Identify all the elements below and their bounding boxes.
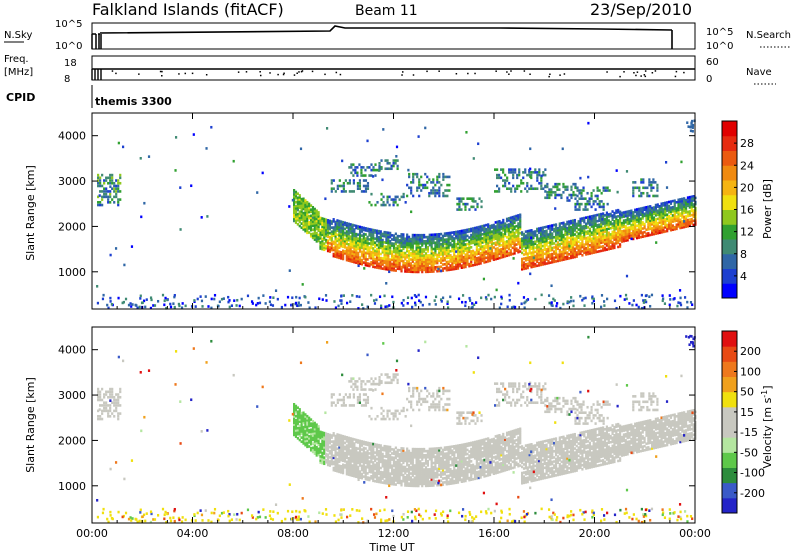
freq-label-1: Freq. <box>4 54 29 65</box>
x-tick-label: 12:00 <box>378 527 410 540</box>
colorbar-tick-label: -15 <box>740 426 758 439</box>
colorbar-swatch <box>722 180 737 196</box>
velocity-colorbar-label: Velocity [m s-1] <box>760 385 774 468</box>
power-ylabel: Slant Range [km] <box>24 165 37 261</box>
power-colorbar-label: Power [dB] <box>761 179 774 239</box>
colorbar-swatch <box>722 331 737 347</box>
x-tick-label: 00:00 <box>76 527 108 540</box>
colorbar-swatch <box>722 194 737 210</box>
colorbar-swatch <box>722 224 737 240</box>
nave-tick-top: 60 <box>706 57 719 68</box>
colorbar-swatch <box>722 239 737 255</box>
x-tick-label: 20:00 <box>579 527 611 540</box>
colorbar-tick-label: 15 <box>740 406 754 419</box>
nsearch-tick-top: 10^5 <box>706 27 733 38</box>
freq-label-2: [MHz] <box>4 67 33 78</box>
colorbar-tick-label: 28 <box>740 137 754 150</box>
freq-tick-top: 18 <box>64 58 77 69</box>
freq-panel: Freq. [MHz] 18 8 60 0 Nave <box>4 54 776 85</box>
colorbar-swatch <box>722 452 737 468</box>
colorbar-swatch <box>722 467 737 484</box>
colorbar-swatch <box>722 165 737 181</box>
colorbar-swatch <box>722 135 737 151</box>
nsearch-tick-bottom: 10^0 <box>706 41 733 52</box>
velocity-colorbar: 200 100 50 15 -15 -50 -100 -200 <box>721 330 765 514</box>
freq-tick-bottom: 8 <box>64 74 70 85</box>
y-tick-label: 4000 <box>58 130 86 143</box>
y-tick-label: 1000 <box>58 266 86 279</box>
nsearch-label: N.Search <box>746 30 791 41</box>
power-scatter-cells <box>96 119 697 310</box>
colorbar-swatch <box>722 482 737 499</box>
date-label: 23/Sep/2010 <box>590 0 692 19</box>
power-colorbar: 28 24 20 16 12 8 4 <box>721 120 754 299</box>
beam-label: Beam 11 <box>355 3 418 19</box>
y-tick-label: 3000 <box>58 175 86 188</box>
colorbar-swatch <box>722 346 737 362</box>
nsky-label: N.Sky <box>4 30 32 41</box>
colorbar-tick-label: 200 <box>740 345 761 358</box>
velocity-ylabel: Slant Range [km] <box>24 377 37 473</box>
x-axis-title: Time UT <box>368 541 414 554</box>
cpid-label: CPID <box>6 91 35 104</box>
colorbar-swatch <box>722 283 737 299</box>
colorbar-swatch <box>722 406 737 423</box>
colorbar-tick-label: -100 <box>740 467 765 480</box>
colorbar-tick-label: -50 <box>740 446 758 459</box>
y-tick-label: 2000 <box>58 220 86 233</box>
colorbar-tick-label: 24 <box>740 159 754 172</box>
colorbar-tick-label: 16 <box>740 204 754 217</box>
colorbar-tick-label: 100 <box>740 365 761 378</box>
velocity-panel: 1000 2000 3000 4000 Slant Range [km] <box>24 326 697 524</box>
colorbar-swatch <box>722 268 737 284</box>
colorbar-tick-label: 12 <box>740 226 754 239</box>
x-tick-label: 00:00 <box>679 527 711 540</box>
y-tick-label: 1000 <box>58 480 86 493</box>
y-tick-label: 3000 <box>58 389 86 402</box>
colorbar-swatch <box>722 361 737 377</box>
y-tick-label: 4000 <box>58 344 86 357</box>
colorbar-swatch <box>722 422 737 438</box>
nsky-tick-top: 10^5 <box>55 19 82 30</box>
colorbar-swatch <box>722 437 737 453</box>
x-tick-label: 16:00 <box>478 527 510 540</box>
nsky-tick-bottom: 10^0 <box>55 41 82 52</box>
time-axis: 00:00 04:00 08:00 12:00 16:00 20:00 00:00 <box>76 113 711 540</box>
nave-tick-bottom: 0 <box>706 74 712 85</box>
colorbar-swatch <box>722 209 737 225</box>
colorbar-tick-label: 4 <box>740 270 747 283</box>
y-tick-label: 2000 <box>58 434 86 447</box>
colorbar-tick-label: 50 <box>740 386 754 399</box>
colorbar-swatch <box>722 150 737 166</box>
velocity-scatter-cells <box>96 334 697 524</box>
colorbar-swatch <box>722 376 737 393</box>
colorbar-swatch <box>722 253 737 269</box>
colorbar-swatch <box>722 497 737 514</box>
cpid-value: themis 3300 <box>95 95 172 108</box>
x-tick-label: 08:00 <box>277 527 309 540</box>
colorbar-swatch <box>722 391 737 408</box>
station-title: Falkland Islands (fitACF) <box>92 0 284 19</box>
nave-label: Nave <box>746 67 772 78</box>
x-tick-label: 04:00 <box>177 527 209 540</box>
colorbar-tick-label: 8 <box>740 248 747 261</box>
nsky-panel: N.Sky 10^5 10^0 10^5 10^0 N.Search <box>4 19 791 52</box>
colorbar-tick-label: 20 <box>740 181 754 194</box>
colorbar-swatch <box>722 121 737 137</box>
power-panel: 1000 2000 3000 4000 Slant Range [km] <box>24 112 697 310</box>
colorbar-tick-label: -200 <box>740 487 765 500</box>
